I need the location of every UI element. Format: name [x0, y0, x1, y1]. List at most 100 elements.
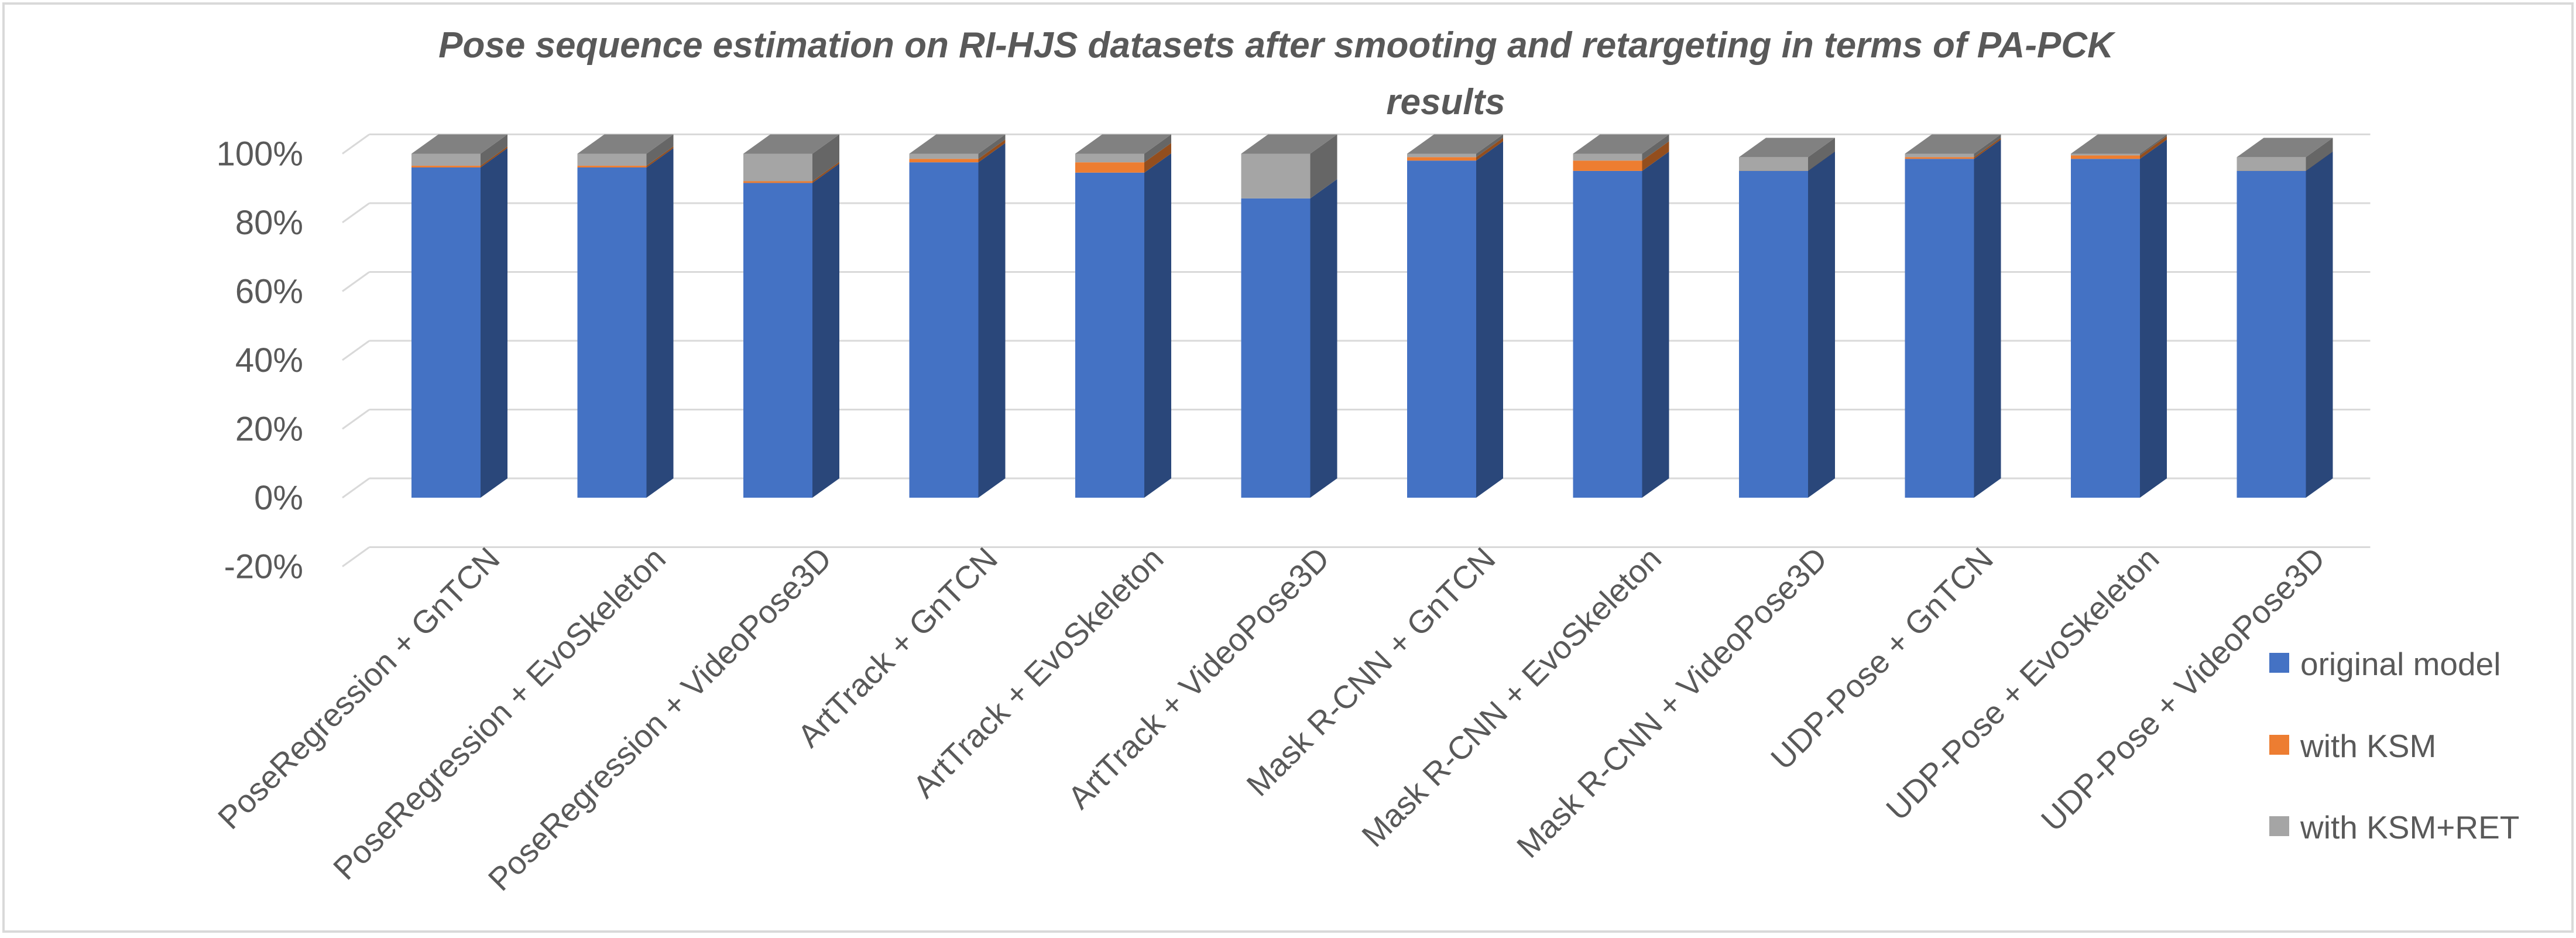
gridline-depth [342, 271, 370, 292]
bar-segment-with-ksm [411, 166, 481, 167]
bar-segment-original-model [743, 183, 812, 498]
bar-segment-original-model-side [1310, 179, 1337, 498]
bar-top-cap [1241, 134, 1337, 154]
bar-group [411, 134, 507, 498]
bar-segment-with-ksm-ret [743, 153, 812, 182]
bar-segment-original-model-side [481, 148, 507, 498]
bar-segment-original-model [1739, 169, 1808, 498]
bar-segment-original-model-side [978, 143, 1006, 498]
bar-segment-with-ksm-side [1476, 138, 1503, 161]
bar-segment-original-model-side [2140, 139, 2167, 498]
bar-top-cap [577, 134, 674, 154]
bar-top-cap [909, 134, 1006, 154]
bar-segment-with-ksm [577, 166, 647, 167]
bar-segment-with-ksm-ret-side [646, 134, 674, 166]
legend-label: with KSM [2300, 728, 2436, 764]
y-axis-ticks: 100% 80% 60% 40% 20% 0% -20% [217, 135, 303, 586]
bar-segment-with-ksm-ret-side [978, 134, 1006, 159]
bar-segment-with-ksm-ret-side [1642, 134, 1669, 161]
bar-top-cap [2071, 134, 2167, 154]
gridline-depth [342, 546, 370, 567]
bar-segment-with-ksm [1573, 160, 1642, 171]
bar-segment-with-ksm-side [978, 139, 1006, 163]
bar-segment-with-ksm [1905, 157, 1974, 159]
bar-segment-original-model-side [1642, 151, 1669, 498]
y-tick-label: -20% [224, 548, 303, 586]
bar-group [1739, 138, 1835, 498]
bar-segment-original-model-side [1808, 149, 1835, 498]
bar-segment-with-ksm-ret-side [1144, 134, 1171, 163]
bar-top-cap [1739, 138, 1835, 158]
bar-segment-with-ksm-ret-side [1476, 134, 1503, 158]
bar-group [1905, 134, 2001, 498]
bar-segment-with-ksm [1407, 157, 1476, 161]
bar-segment-original-model [577, 167, 647, 498]
gridline-depth [342, 202, 370, 224]
legend-swatch [2269, 653, 2289, 673]
bar-segment-original-model-side [2306, 149, 2333, 498]
bar-segment-with-ksm-ret [1573, 153, 1642, 161]
bar-segment-with-ksm-ret-side [812, 134, 839, 182]
chart-title-line-2: results [1386, 82, 1505, 122]
bar-segment-original-model [411, 167, 481, 498]
bar-top-cap [1075, 134, 1171, 154]
gridlines [342, 133, 2371, 567]
bar-segment-with-ksm-ret [2237, 157, 2306, 171]
bar-segment-original-model [1573, 170, 1642, 498]
bar-segment-with-ksm-ret-side [2140, 134, 2167, 156]
gridline-depth [342, 133, 370, 155]
bar-group [1241, 134, 1337, 498]
bar-segment-with-ksm-ret [1241, 153, 1311, 198]
bar-segment-original-model [1075, 172, 1144, 498]
bar-segment-with-ksm-ret-side [1974, 134, 2001, 158]
gridline-depth [342, 477, 370, 499]
bar-segment-with-ksm-ret-side [481, 134, 507, 166]
bar-group [1407, 134, 1503, 498]
bar-segment-with-ksm-ret [1739, 157, 1808, 171]
bar-segment-with-ksm-ret [1407, 153, 1476, 158]
bar-segment-with-ksm-ret-side [2306, 138, 2333, 171]
bar-top-cap [411, 134, 507, 154]
bar-group [1075, 134, 1171, 498]
bar-group [909, 134, 1006, 498]
bar-group [743, 134, 839, 498]
bar-segment-with-ksm-side [1974, 138, 2001, 159]
gridline-depth [342, 409, 370, 430]
bar-segment-with-ksm-side [1642, 141, 1669, 171]
bar-group [2071, 134, 2167, 498]
y-tick-label: 40% [235, 341, 303, 379]
bar-segment-original-model [1905, 159, 1974, 498]
bar-segment-original-model-side [1476, 141, 1503, 498]
bar-group [577, 134, 674, 498]
y-tick-label: 100% [217, 135, 303, 173]
legend-swatch [2269, 735, 2289, 755]
bar-segment-original-model [909, 162, 979, 498]
bar-segment-original-model [1241, 198, 1311, 498]
y-tick-label: 0% [254, 479, 303, 517]
bar-segment-with-ksm-side [481, 146, 507, 167]
gridline-depth [342, 340, 370, 361]
bar-segment-original-model-side [1974, 139, 2001, 498]
bar-segment-with-ksm-ret [411, 153, 481, 166]
bar-segment-with-ksm-ret [1905, 153, 1974, 158]
bar-segment-with-ksm-side [2140, 136, 2167, 159]
bar-segment-original-model [1407, 160, 1476, 498]
bar-segment-with-ksm-side [812, 162, 839, 183]
bar-top-cap [743, 134, 839, 154]
bar-segment-with-ksm-ret [577, 153, 647, 166]
bar-group [1573, 134, 1669, 498]
bar-segment-original-model-side [812, 163, 839, 498]
legend-swatch [2269, 816, 2289, 836]
bar-segment-with-ksm-ret [909, 153, 979, 159]
y-tick-label: 80% [235, 204, 303, 242]
legend: original model with KSM with KSM+RET [2269, 646, 2519, 845]
chart-title-line-1: Pose sequence estimation on RI-HJS datas… [438, 25, 2116, 66]
bar-segment-with-ksm [2071, 155, 2140, 159]
bar-segment-with-ksm [1075, 162, 1144, 173]
bar-segment-with-ksm-ret-side [1310, 134, 1337, 198]
bar-segment-with-ksm [743, 181, 812, 183]
bar-segment-with-ksm-ret [1075, 153, 1144, 163]
bar-segment-original-model [2237, 169, 2306, 498]
